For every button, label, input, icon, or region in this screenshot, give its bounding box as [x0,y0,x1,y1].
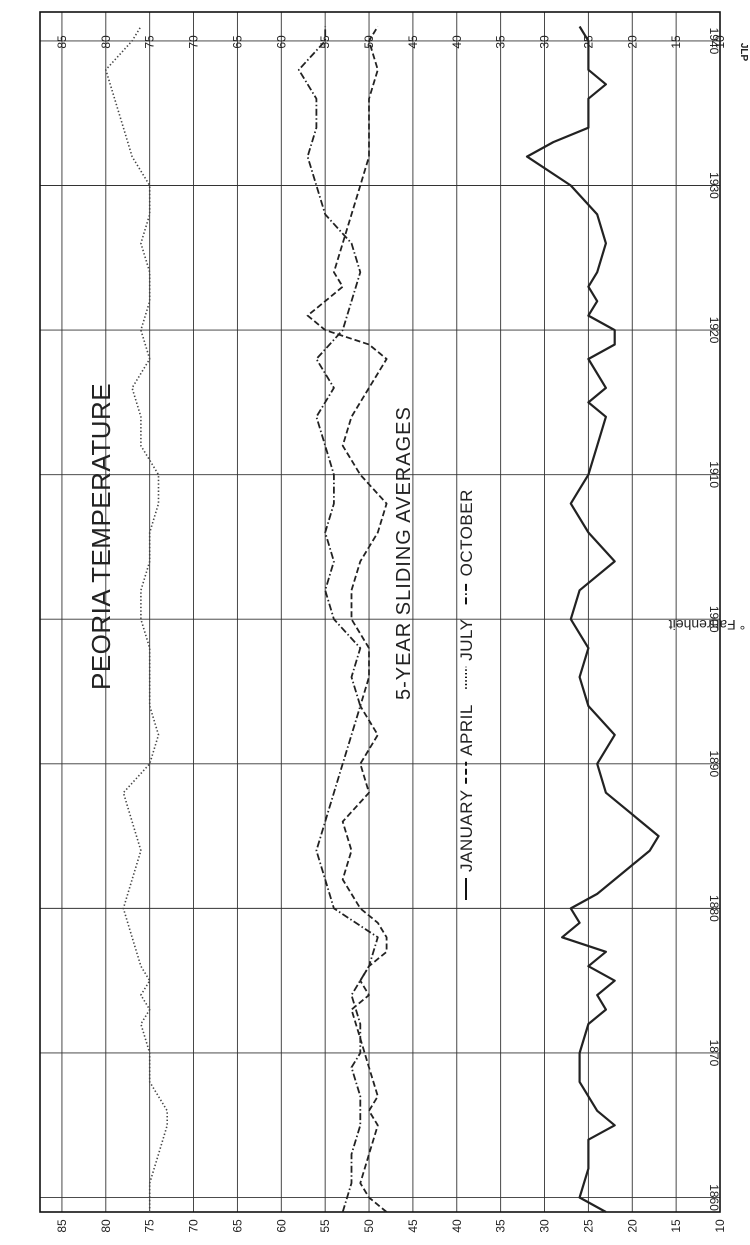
temp-tick-label-bottom: 15 [669,1219,683,1233]
temp-tick-label-top: 20 [625,35,639,49]
year-tick-label: 1880 [707,895,721,922]
temp-tick-label-bottom: 40 [450,1219,464,1233]
temp-tick-label-top: 45 [406,35,420,49]
temp-tick-label-bottom: 50 [362,1219,376,1233]
temp-tick-label-bottom: 45 [406,1219,420,1233]
year-tick-label: 1940 [707,28,721,55]
temp-tick-label-bottom: 85 [55,1219,69,1233]
temp-tick-label-bottom: 55 [318,1219,332,1233]
year-tick-label: 1910 [707,461,721,488]
series-line-october [297,26,379,1213]
temp-tick-label-top: 60 [274,35,288,49]
series-line-july [105,26,168,1212]
legend-label: OCTOBER [457,489,476,576]
temp-tick-label-bottom: 30 [538,1219,552,1233]
credit-label: JLP [738,43,749,62]
temp-tick-label-bottom: 70 [187,1219,201,1233]
legend-entry-july: JULY [457,618,476,689]
grid [40,12,721,1212]
temp-tick-label-top: 85 [55,35,69,49]
year-tick-label: 1930 [707,172,721,199]
temp-tick-label-top: 35 [494,35,508,49]
year-tick-label: 1870 [707,1040,721,1067]
temp-tick-label-bottom: 60 [274,1219,288,1233]
temp-tick-label-bottom: 65 [230,1219,244,1233]
chart-subtitle: 5-YEAR SLIDING AVERAGES [393,406,415,700]
year-tick-label: 1860 [707,1184,721,1211]
temp-tick-label-top: 15 [669,35,683,49]
temp-tick-label-bottom: 35 [494,1219,508,1233]
temp-tick-label-top: 75 [143,35,157,49]
temp-tick-label-top: 40 [450,35,464,49]
legend-label: JULY [457,618,476,660]
legend-label: JANUARY [457,789,476,872]
temp-tick-label-bottom: 25 [581,1219,595,1233]
year-tick-label: 1900 [707,606,721,633]
legend-entry-january: JANUARY [457,789,476,900]
temp-tick-label-bottom: 20 [625,1219,639,1233]
chart-title: PEORIA TEMPERATURE [86,383,116,690]
temp-tick-label-bottom: 80 [99,1219,113,1233]
series-line-january [525,25,660,1213]
temp-tick-label-bottom: 75 [143,1219,157,1233]
legend-entry-october: OCTOBER [457,489,476,605]
temp-tick-label-top: 10 [713,35,727,49]
tick-labels: 1010151520202525303035354040454550505555… [55,28,727,1233]
legend-entry-april: APRIL [457,704,476,784]
temp-tick-label-top: 80 [99,35,113,49]
temp-tick-label-top: 70 [187,35,201,49]
year-tick-label: 1890 [707,750,721,777]
temp-tick-label-top: 65 [230,35,244,49]
series-line-april [306,26,388,1213]
legend-label: APRIL [457,704,476,756]
series-lines [105,25,660,1213]
temp-tick-label-bottom: 10 [713,1219,727,1233]
y-axis-label: ° Fahrenheit [669,617,746,633]
plot-frame [39,11,721,1213]
legend: JANUARY APRIL JULY OCTOBER [457,489,476,900]
year-tick-label: 1920 [707,317,721,344]
temp-tick-label-top: 30 [538,35,552,49]
